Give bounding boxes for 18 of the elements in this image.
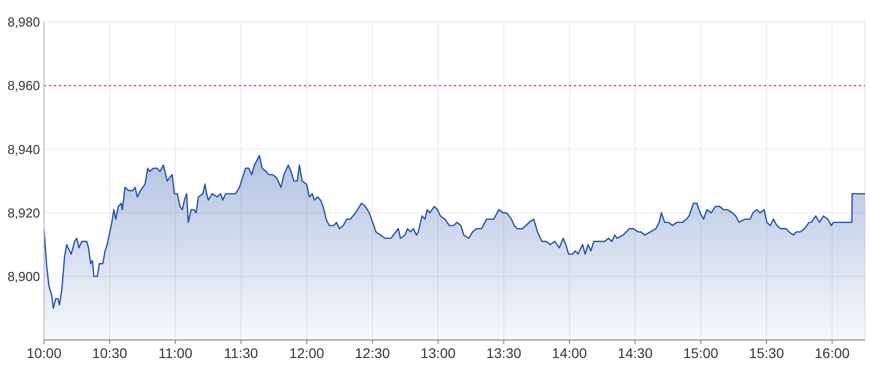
y-tick-label: 8,980 bbox=[7, 14, 40, 30]
x-tick-label: 13:00 bbox=[420, 345, 456, 361]
x-tick-label: 12:00 bbox=[289, 345, 324, 361]
x-tick-label: 13:30 bbox=[486, 345, 522, 361]
y-tick-label: 8,900 bbox=[7, 268, 40, 284]
x-tick-label: 15:00 bbox=[683, 345, 719, 361]
x-tick-label: 16:00 bbox=[814, 345, 850, 361]
x-tick-label: 14:00 bbox=[552, 345, 588, 361]
y-tick-label: 8,920 bbox=[7, 205, 40, 220]
x-tick-label: 14:30 bbox=[618, 345, 653, 361]
x-tick-label: 12:30 bbox=[354, 345, 390, 361]
x-tick-label: 15:30 bbox=[748, 345, 784, 361]
x-tick-label: 11:00 bbox=[158, 345, 193, 361]
y-tick-label: 8,940 bbox=[7, 142, 40, 157]
x-tick-label: 10:30 bbox=[92, 345, 128, 361]
y-tick-label: 8,960 bbox=[7, 78, 40, 94]
x-tick-label: 10:00 bbox=[26, 345, 62, 361]
x-tick-label: 11:30 bbox=[224, 345, 258, 361]
